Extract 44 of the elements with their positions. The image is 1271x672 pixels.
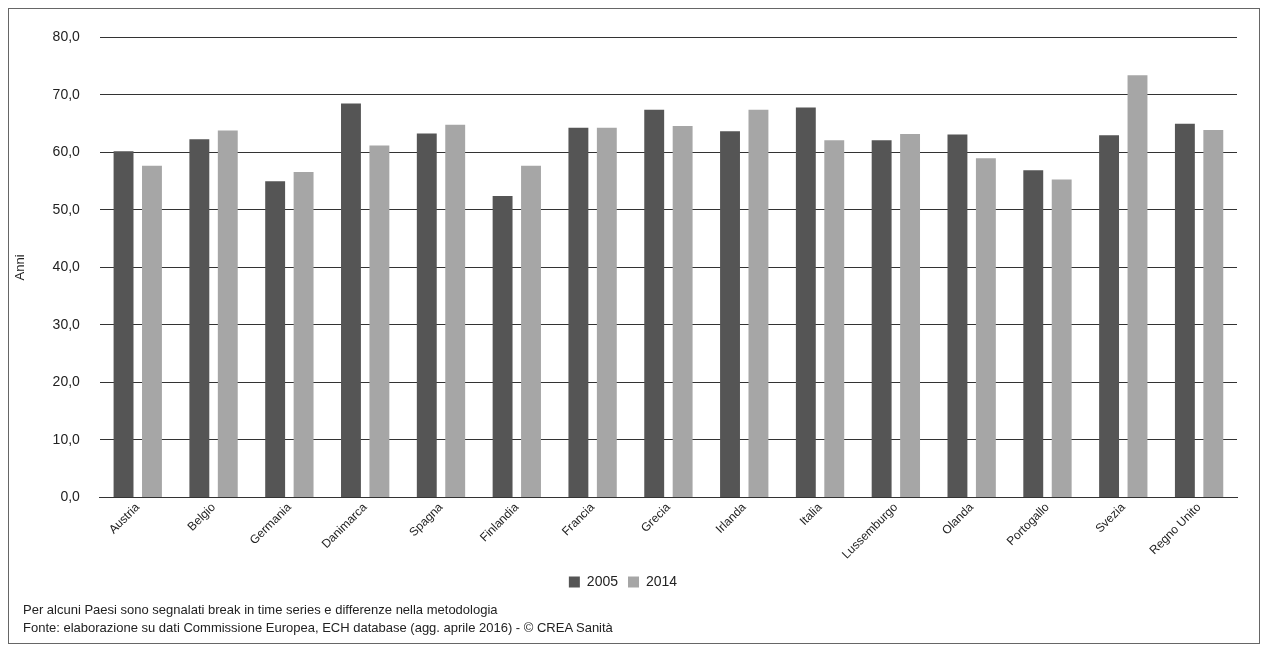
bar: [1174, 123, 1195, 497]
y-tick-label: 70,0: [52, 85, 81, 102]
y-tick-label: 60,0: [52, 143, 81, 160]
legend-label: 2014: [646, 572, 678, 589]
bar: [341, 103, 361, 497]
y-tick-label: 40,0: [52, 258, 81, 275]
bar: [824, 140, 845, 497]
bar: [265, 181, 286, 497]
bar: [596, 127, 617, 497]
bar: [871, 140, 892, 497]
bar: [142, 165, 162, 497]
bar: [795, 107, 816, 497]
y-tick-label: 50,0: [52, 200, 81, 217]
bar: [644, 109, 665, 497]
y-tick-label: 0,0: [60, 488, 81, 505]
bar: [975, 158, 996, 497]
text: Per alcuni Paesi sono segnalati break in time series e differenze nella metodologia: [23, 601, 499, 619]
bar: [217, 130, 238, 497]
bar: [113, 151, 134, 497]
legend-label: 2005: [586, 572, 619, 589]
y-tick-label: 20,0: [52, 373, 81, 390]
bar: [189, 139, 210, 497]
bar: [445, 124, 466, 497]
bar: [720, 131, 740, 497]
bar: [492, 196, 513, 497]
bar: [900, 134, 921, 497]
bar: [1203, 129, 1224, 497]
bar: [1127, 75, 1148, 497]
bar: [521, 165, 541, 497]
bar: [947, 134, 968, 497]
bar: [748, 109, 769, 497]
source-note: Fonte: elaborazione su dati Commissione Europea, ECH database (agg. aprile 2016) - © CREA Sanità: [23, 619, 614, 637]
bar: [568, 127, 589, 497]
bar: [1023, 170, 1044, 497]
y-tick-label: 30,0: [52, 315, 81, 332]
bar: [416, 133, 437, 497]
bar: [672, 125, 693, 497]
bar: [1099, 135, 1120, 497]
y-tick-label: 10,0: [52, 430, 81, 447]
y-axis-title: Anni: [12, 254, 28, 281]
bar: [369, 145, 390, 497]
y-tick-label: 80,0: [52, 28, 81, 45]
bar: [1051, 179, 1072, 497]
bar: [293, 171, 314, 497]
